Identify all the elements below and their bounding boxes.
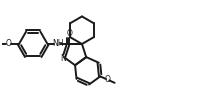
Text: O: O (6, 40, 11, 48)
Text: O: O (105, 75, 110, 84)
Text: N: N (60, 54, 66, 63)
Text: NH: NH (52, 40, 64, 48)
Text: O: O (66, 29, 72, 38)
